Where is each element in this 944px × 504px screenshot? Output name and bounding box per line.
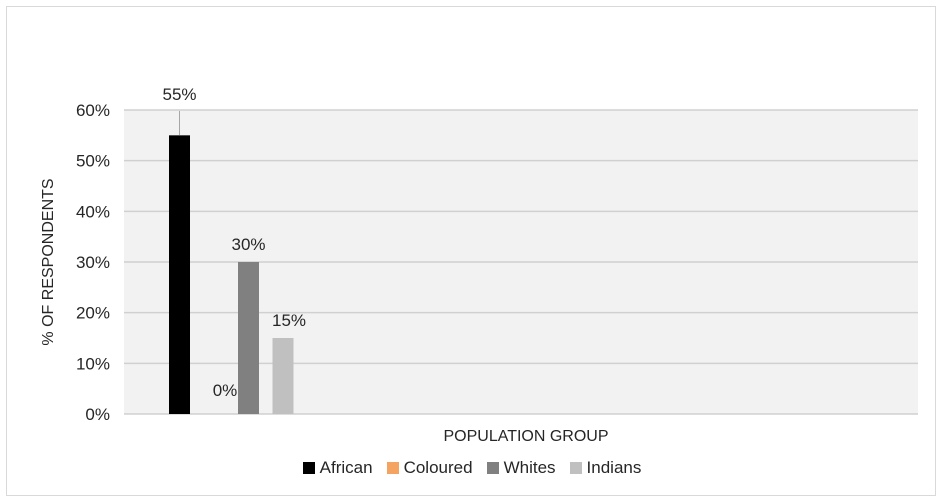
legend: African Coloured Whites Indians bbox=[0, 456, 944, 480]
y-tick-label: 20% bbox=[76, 304, 110, 323]
legend-label: Whites bbox=[503, 458, 556, 477]
y-axis-ticks: 0% 10% 20% 30% 40% 50% 60% bbox=[76, 101, 110, 424]
data-label-african: 55% bbox=[162, 85, 196, 104]
legend-item-whites: Whites bbox=[486, 458, 556, 478]
bars bbox=[169, 135, 294, 415]
legend-swatch bbox=[569, 462, 582, 474]
y-tick-label: 50% bbox=[76, 152, 110, 171]
data-labels: 55% 0% 30% 15% bbox=[162, 85, 306, 400]
legend-item-indians: Indians bbox=[569, 458, 642, 478]
legend-label: Coloured bbox=[403, 458, 473, 477]
data-label-indians: 15% bbox=[272, 311, 306, 330]
y-tick-label: 40% bbox=[76, 202, 110, 221]
legend-swatch bbox=[302, 462, 315, 474]
legend-item-african: African bbox=[302, 458, 373, 478]
data-label-whites: 30% bbox=[231, 235, 265, 254]
y-tick-label: 60% bbox=[76, 101, 110, 120]
bar-whites bbox=[238, 262, 259, 414]
legend-label: African bbox=[319, 458, 373, 477]
bar-indians bbox=[272, 338, 294, 414]
legend-label: Indians bbox=[586, 458, 642, 477]
bar-african bbox=[169, 135, 190, 415]
y-tick-label: 10% bbox=[76, 354, 110, 373]
legend-swatch bbox=[386, 462, 399, 474]
y-tick-label: 0% bbox=[85, 405, 110, 424]
y-axis-title: % OF RESPONDENTS bbox=[40, 178, 57, 345]
y-tick-label: 30% bbox=[76, 253, 110, 272]
x-axis-title: POPULATION GROUP bbox=[443, 428, 608, 445]
legend-swatch bbox=[486, 462, 499, 474]
legend-item-coloured: Coloured bbox=[386, 458, 473, 478]
data-label-coloured: 0% bbox=[213, 381, 238, 400]
